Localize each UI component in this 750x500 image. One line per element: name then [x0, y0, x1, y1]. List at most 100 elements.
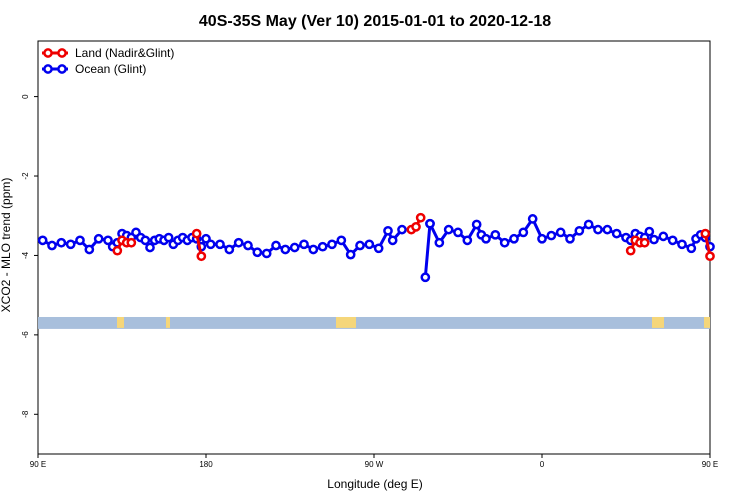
series-1-point-2-19	[593, 224, 603, 235]
series-1-point-0-20	[163, 232, 174, 243]
series-1-point-2-17	[574, 225, 585, 236]
series-0-point-2-2	[415, 212, 426, 223]
legend-marker-0-b	[57, 48, 67, 58]
series-1-point-0-41	[317, 241, 328, 252]
series-layer	[37, 212, 715, 283]
legend-marker-1-a	[43, 64, 53, 74]
series-1-point-0-42	[327, 239, 337, 250]
series-1-point-2-18	[583, 219, 594, 230]
x-tick-label-0: 90 E	[30, 460, 46, 469]
band-land-4	[704, 316, 710, 328]
series-1-point-0-34	[252, 247, 263, 258]
series-0-point-4-1	[705, 251, 715, 262]
y-axis-label: XCO2 - MLO trend (ppm)	[0, 178, 13, 313]
series-0-point-4-0	[700, 228, 711, 239]
series-1-point-2-0	[425, 218, 435, 229]
series-1-point-0-44	[345, 249, 356, 260]
series-1-point-2-8	[490, 229, 501, 240]
y-tick-label-4: -8	[21, 410, 30, 418]
band-land-2	[336, 316, 356, 328]
series-1-point-0-40	[308, 244, 319, 255]
y-tick-label-1: -2	[21, 172, 30, 180]
series-1-point-2-3	[453, 227, 463, 238]
series-1-point-0-5	[84, 244, 95, 255]
chart-title: 40S-35S May (Ver 10) 2015-01-01 to 2020-…	[199, 13, 551, 30]
series-1-point-2-14	[546, 230, 557, 241]
series-1-point-0-32	[233, 237, 244, 248]
series-1-point-2-11	[518, 227, 529, 238]
band-land-3	[652, 316, 664, 328]
series-1-point-2-30	[667, 235, 678, 246]
series-1-point-2-7	[481, 233, 491, 244]
series-1-point-0-7	[103, 235, 113, 246]
legend-label-0: Land (Nadir&Glint)	[75, 46, 174, 60]
series-1-point-2-21	[611, 228, 622, 239]
series-1-line-1	[423, 223, 432, 278]
series-1-point-0-45	[355, 240, 365, 251]
series-1-point-0-37	[280, 244, 291, 255]
series-1-point-2-32	[686, 243, 697, 254]
legend: Land (Nadir&Glint) Ocean (Glint)	[42, 46, 174, 76]
series-0-point-0-3	[126, 237, 137, 248]
series-1-point-0-46	[364, 239, 375, 250]
y-tick-label-3: -6	[21, 331, 30, 339]
band-land-1	[166, 316, 170, 328]
series-1-point-0-50	[397, 224, 407, 235]
series-0	[112, 212, 715, 262]
series-0-point-1-1	[196, 251, 207, 262]
series-1-point-1-0	[420, 272, 431, 283]
series-0-point-0-0	[112, 245, 123, 256]
series-1-point-0-43	[336, 235, 347, 246]
series-1-point-0-15	[140, 235, 151, 246]
series-1-point-2-20	[602, 224, 613, 235]
series-1-point-0-38	[289, 242, 300, 253]
series-1-point-0-39	[299, 239, 309, 250]
series-1-point-0-49	[387, 235, 398, 246]
series-1-point-0-30	[215, 239, 225, 250]
series-1-point-0-47	[373, 243, 384, 254]
series-1-point-2-31	[677, 239, 687, 250]
legend-marker-0-a	[43, 48, 53, 58]
series-0-point-1-0	[191, 228, 202, 239]
series-1-point-0-31	[224, 244, 235, 255]
series-1-point-0-0	[37, 235, 48, 246]
y-tick-label-2: -4	[21, 251, 30, 259]
series-1-point-2-16	[565, 233, 575, 244]
surface-band	[38, 316, 710, 329]
series-1-point-2-13	[537, 233, 547, 244]
series-1-point-2-12	[527, 214, 538, 224]
series-1-point-0-36	[271, 240, 281, 251]
x-tick-label-2: 90 W	[365, 460, 384, 469]
tick-layer: 90 E 180 90 W 0 90 E 0 -2 -4 -6 -8	[21, 94, 718, 469]
x-tick-label-1: 180	[199, 460, 213, 469]
legend-marker-1-b	[57, 64, 67, 74]
series-1-point-0-3	[65, 239, 76, 250]
series-1-point-0-16	[145, 242, 155, 253]
series-1-point-0-2	[56, 237, 67, 248]
series-1-point-0-48	[383, 225, 393, 236]
series-0-point-3-0	[625, 245, 636, 256]
series-1-point-2-15	[555, 227, 566, 238]
series-1-point-0-35	[261, 248, 272, 259]
series-1-point-2-28	[649, 234, 659, 245]
series-1-point-2-10	[509, 233, 519, 244]
band-ocean	[38, 316, 710, 329]
series-1-point-2-27	[644, 226, 655, 237]
series-1-point-0-6	[93, 233, 104, 244]
series-1-point-2-29	[658, 231, 669, 242]
series-1-point-2-2	[443, 224, 454, 235]
series-1-point-0-4	[75, 235, 85, 246]
y-tick-label-0: 0	[21, 94, 30, 99]
series-0-point-3-3	[639, 237, 650, 248]
series-1-point-2-4	[462, 235, 473, 246]
series-1-point-2-1	[434, 237, 445, 248]
series-1-point-0-29	[205, 239, 216, 250]
x-tick-label-4: 90 E	[702, 460, 718, 469]
series-1-point-0-1	[47, 240, 57, 251]
series-0-point-2-1	[411, 222, 421, 232]
series-1-point-2-9	[499, 237, 510, 248]
series-1	[37, 214, 715, 283]
band-land-0	[117, 316, 124, 328]
x-tick-label-3: 0	[540, 460, 545, 469]
